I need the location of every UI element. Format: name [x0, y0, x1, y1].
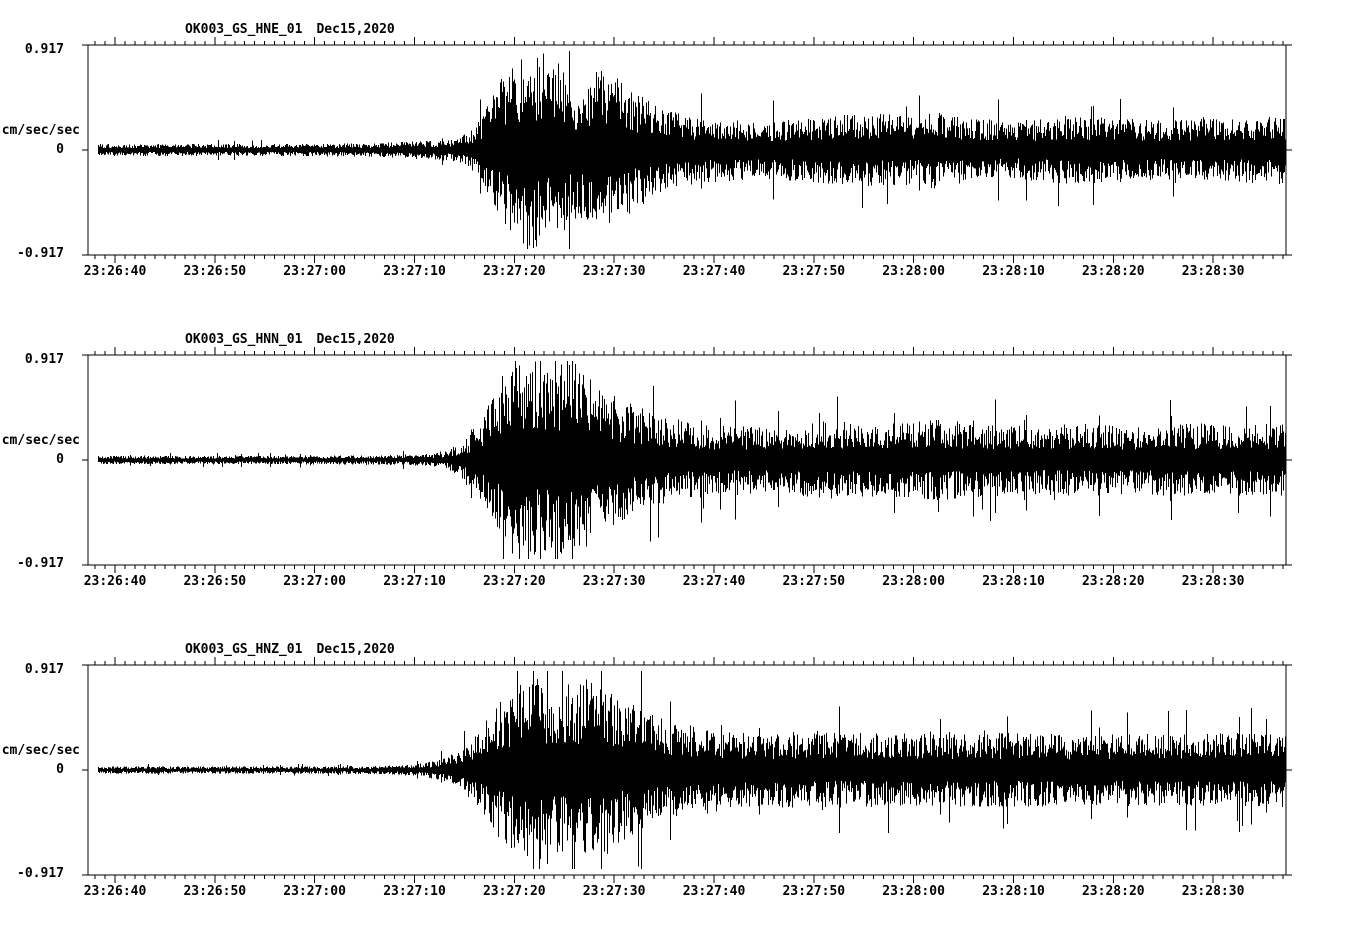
value-axis-ticks [82, 664, 1292, 876]
trace-title: OK003_GS_HNE_01 Dec15,2020 [185, 22, 395, 37]
waveform-plot-hnn [82, 347, 1292, 573]
xtick-label: 23:27:20 [482, 574, 546, 589]
xtick-label: 23:26:40 [83, 884, 147, 899]
xtick-label: 23:28:00 [882, 264, 945, 279]
ytick-label-max: 0.917 [24, 352, 64, 367]
seismogram-panel-hne: OK003_GS_HNE_01 Dec15,2020 0.917 cm/sec/s… [0, 0, 1358, 308]
trace-date: Dec15,2020 [316, 22, 395, 37]
xtick-label: 23:27:00 [283, 574, 346, 589]
xtick-label: 23:27:00 [283, 264, 346, 279]
xtick-label: 23:28:10 [982, 264, 1045, 279]
xtick-label: 23:28:30 [1181, 574, 1245, 589]
trace-date: Dec15,2020 [316, 332, 395, 347]
waveform-trace [98, 671, 1286, 869]
xtick-label: 23:27:20 [482, 884, 546, 899]
trace-id: OK003_GS_HNE_01 [185, 22, 303, 37]
xtick-label: 23:27:20 [482, 264, 546, 279]
trace-date: Dec15,2020 [316, 642, 395, 657]
y-axis-unit: cm/sec/sec [1, 123, 80, 138]
xtick-label: 23:27:30 [582, 884, 646, 899]
xtick-label: 23:28:00 [882, 884, 945, 899]
xtick-label: 23:26:50 [183, 264, 247, 279]
xtick-label: 23:28:30 [1181, 264, 1245, 279]
ytick-label-min: -0.917 [17, 556, 64, 571]
seismogram-panel-hnz: OK003_GS_HNZ_01 Dec15,2020 0.917 cm/sec/s… [0, 620, 1358, 928]
xtick-label: 23:28:00 [882, 574, 945, 589]
y-axis-unit: cm/sec/sec [1, 743, 80, 758]
xtick-label: 23:27:40 [682, 264, 746, 279]
waveform-trace [98, 51, 1286, 249]
ytick-label-min: -0.917 [17, 246, 64, 261]
value-axis-ticks [82, 354, 1292, 566]
trace-id: OK003_GS_HNZ_01 [185, 642, 303, 657]
ytick-label-zero: 0 [56, 762, 64, 777]
time-axis-ticks [94, 347, 1284, 573]
xtick-label: 23:28:20 [1081, 574, 1145, 589]
waveform-plot-hnz [82, 657, 1292, 883]
xtick-label: 23:27:50 [782, 884, 846, 899]
xtick-label: 23:26:40 [83, 264, 147, 279]
trace-title: OK003_GS_HNZ_01 Dec15,2020 [185, 642, 395, 657]
ytick-label-max: 0.917 [24, 42, 64, 57]
xtick-label: 23:27:30 [582, 574, 646, 589]
xtick-label: 23:27:50 [782, 264, 846, 279]
xtick-label: 23:27:10 [383, 884, 446, 899]
xtick-label: 23:28:30 [1181, 884, 1245, 899]
xtick-label: 23:27:40 [682, 574, 746, 589]
xtick-label: 23:27:00 [283, 884, 346, 899]
xtick-label: 23:28:10 [982, 884, 1045, 899]
ytick-label-min: -0.917 [17, 866, 64, 881]
xtick-label: 23:27:50 [782, 574, 846, 589]
xtick-label: 23:27:30 [582, 264, 646, 279]
waveform-plot-hne [82, 37, 1292, 263]
seismogram-panel-hnn: OK003_GS_HNN_01 Dec15,2020 0.917 cm/sec/s… [0, 310, 1358, 618]
time-axis-ticks [94, 657, 1284, 883]
ytick-label-zero: 0 [56, 452, 64, 467]
xtick-label: 23:26:50 [183, 574, 247, 589]
y-axis-unit: cm/sec/sec [1, 433, 80, 448]
xtick-label: 23:27:10 [383, 574, 446, 589]
xtick-label: 23:26:50 [183, 884, 247, 899]
xtick-label: 23:28:20 [1081, 884, 1145, 899]
xtick-label: 23:28:20 [1081, 264, 1145, 279]
xtick-label: 23:28:10 [982, 574, 1045, 589]
waveform-trace [98, 361, 1286, 559]
trace-id: OK003_GS_HNN_01 [185, 332, 303, 347]
time-axis-ticks [94, 37, 1284, 263]
xtick-label: 23:27:40 [682, 884, 746, 899]
xtick-label: 23:26:40 [83, 574, 147, 589]
ytick-label-zero: 0 [56, 142, 64, 157]
trace-title: OK003_GS_HNN_01 Dec15,2020 [185, 332, 395, 347]
xtick-label: 23:27:10 [383, 264, 446, 279]
value-axis-ticks [82, 44, 1292, 256]
ytick-label-max: 0.917 [24, 662, 64, 677]
